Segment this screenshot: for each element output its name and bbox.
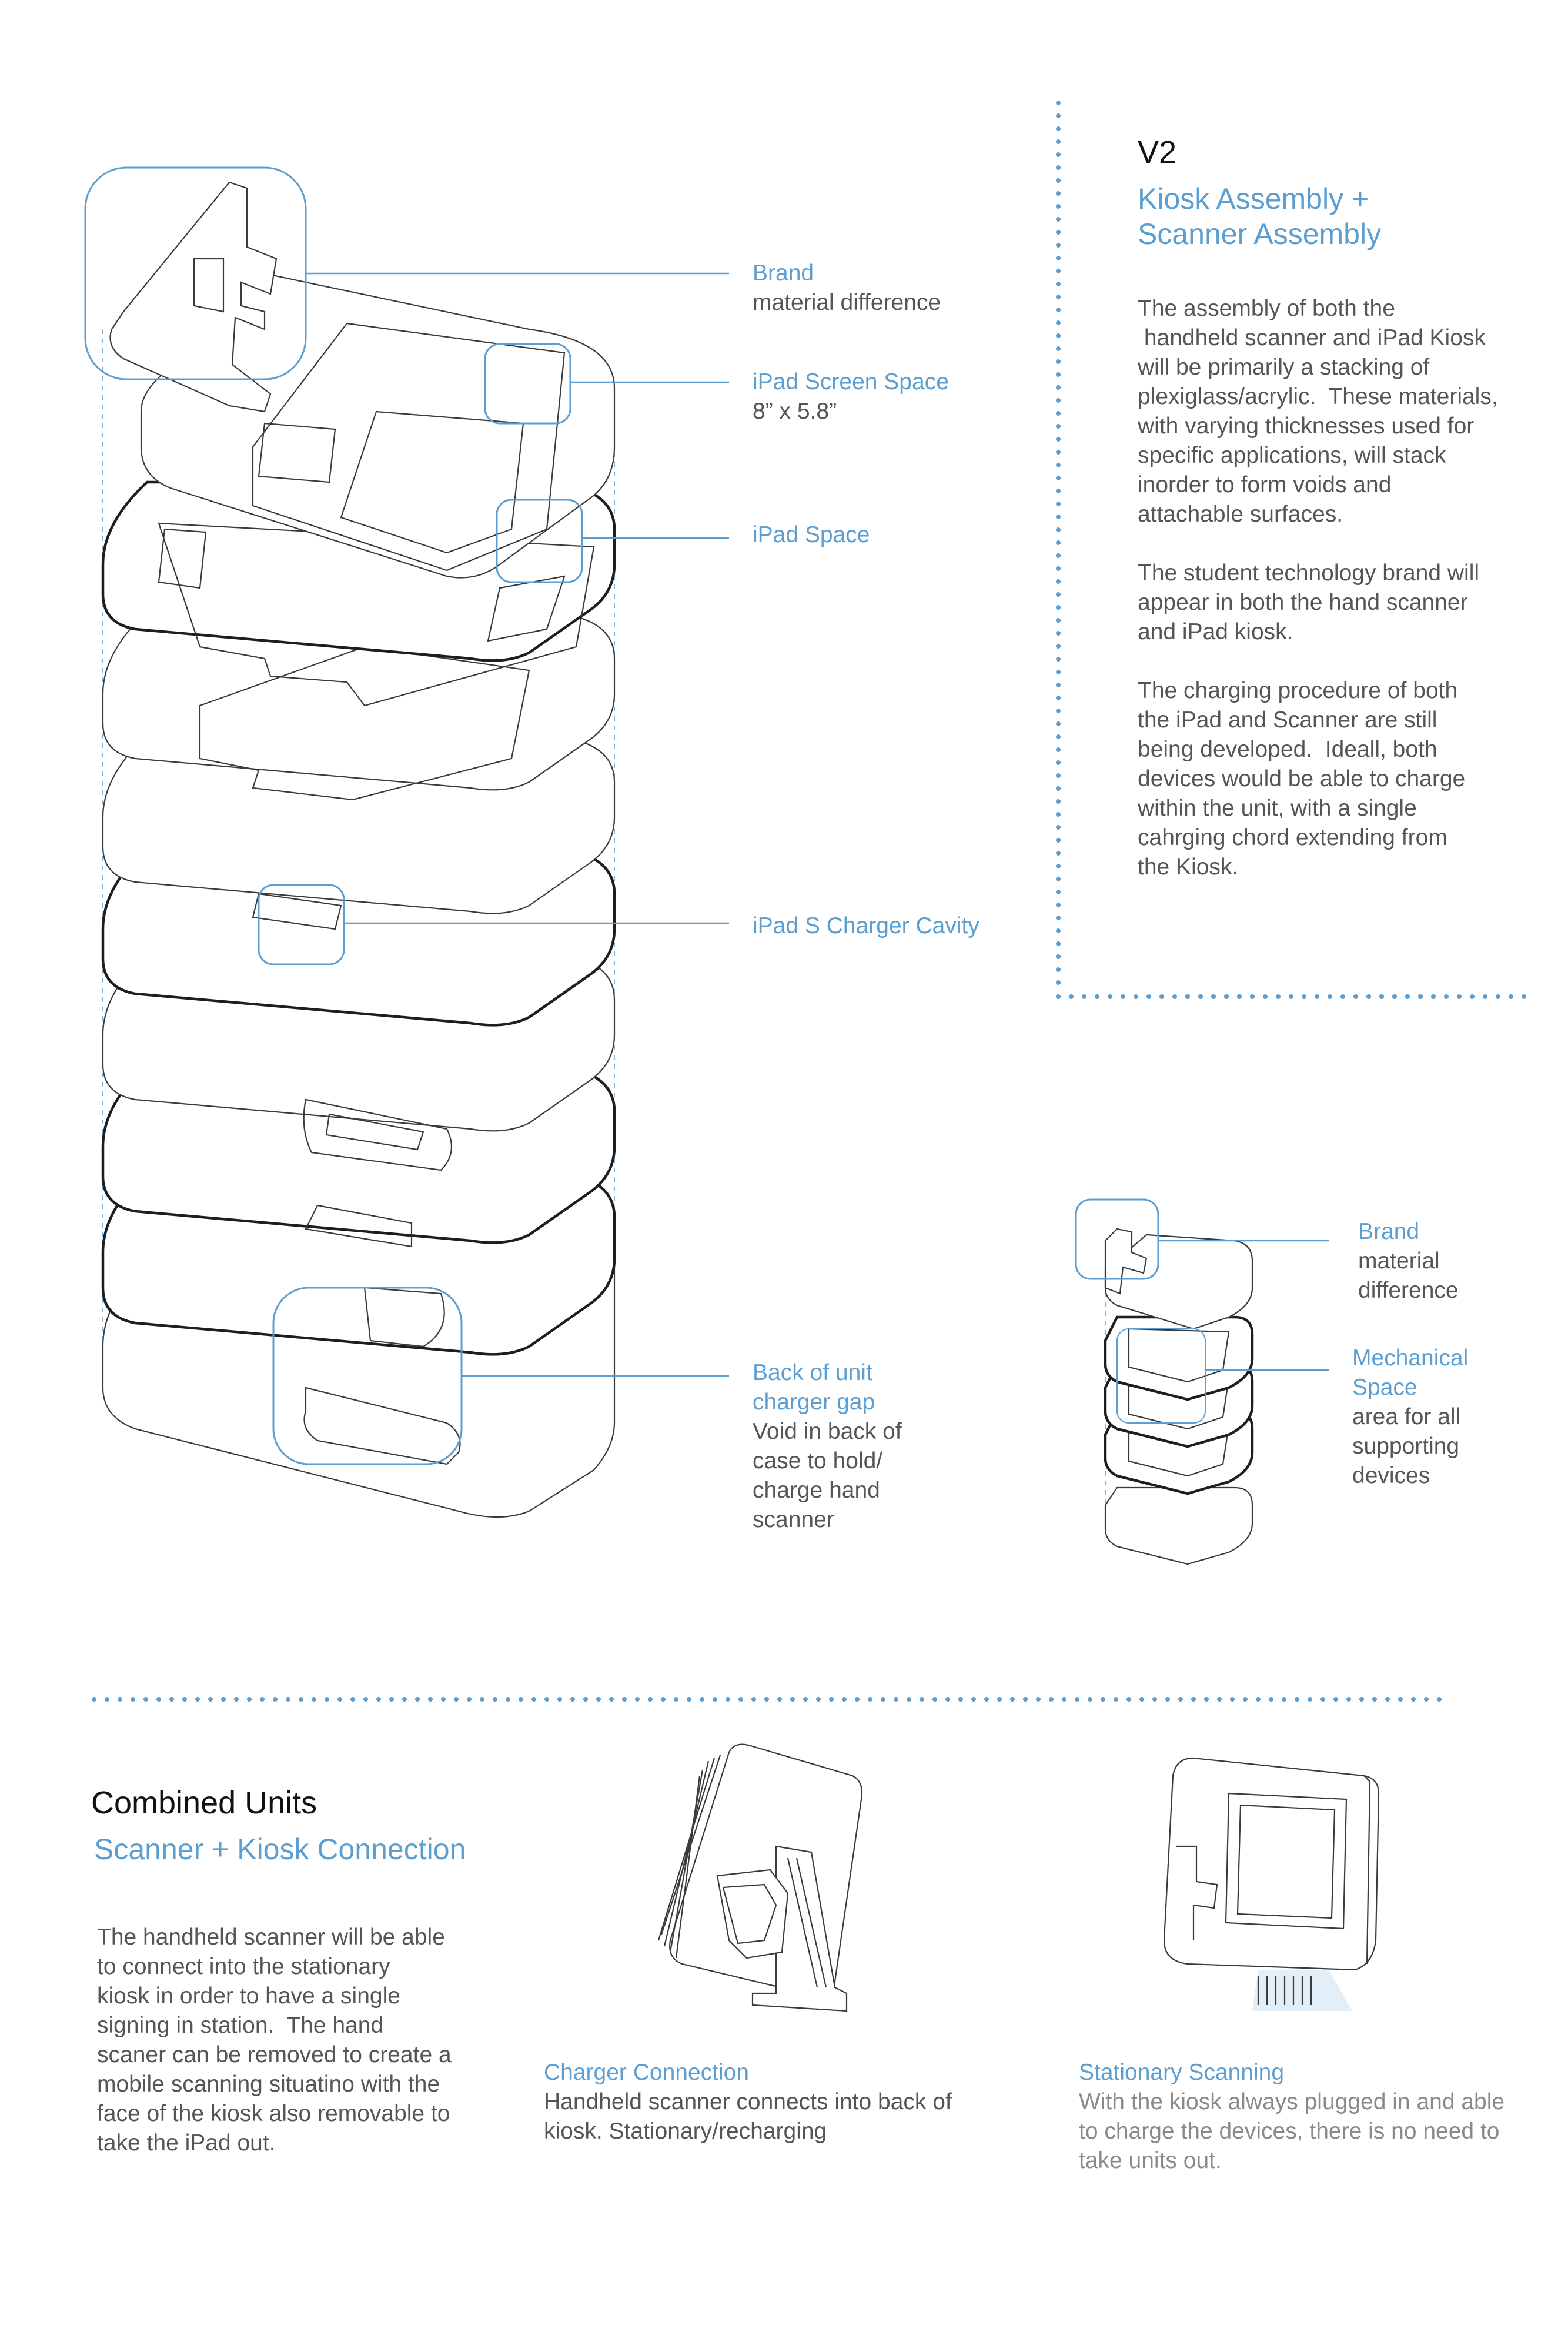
kiosk-front bbox=[1163, 1757, 1380, 1971]
brand-callout-desc: material difference bbox=[753, 290, 941, 315]
callout-box-charger-cavity bbox=[258, 884, 345, 965]
version-subtitle-1: Kiosk Assembly + bbox=[1138, 182, 1369, 215]
combined-paragraph: The handheld scanner will be able to con… bbox=[97, 1925, 452, 2156]
charger-cavity-callout: iPad S Charger Cavity bbox=[753, 913, 979, 938]
version-title: V2 bbox=[1138, 135, 1177, 170]
layer-2-faceplate bbox=[140, 258, 616, 579]
back-gap-title-2: charger gap bbox=[753, 1389, 875, 1415]
screen-callout-title: iPad Screen Space bbox=[753, 369, 949, 395]
version-subtitle-2: Scanner Assembly bbox=[1138, 218, 1382, 250]
scanner-callout-box-brand bbox=[1075, 1198, 1159, 1280]
scanner-brand-title: Brand bbox=[1358, 1219, 1420, 1244]
callout-box-screen bbox=[484, 343, 571, 425]
mechanical-title-2: Space bbox=[1352, 1375, 1417, 1400]
combined-title: Combined Units bbox=[91, 1785, 317, 1820]
scanner-brand-desc: material difference bbox=[1358, 1248, 1459, 1303]
mechanical-desc: area for all supporting devices bbox=[1352, 1404, 1461, 1488]
charger-connection-title: Charger Connection bbox=[544, 2060, 750, 2085]
layer-1-brand-piece bbox=[109, 181, 278, 413]
scan-beam bbox=[1252, 1970, 1352, 2011]
callout-box-ipad bbox=[496, 499, 583, 583]
stationary-scanning-title: Stationary Scanning bbox=[1079, 2060, 1285, 2085]
brand-callout-title: Brand bbox=[753, 260, 814, 286]
back-gap-desc: Void in back of case to hold/ charge han… bbox=[753, 1419, 902, 1532]
scanner-docked bbox=[716, 1845, 848, 2012]
back-gap-title-1: Back of unit bbox=[753, 1360, 872, 1385]
charger-connection-desc: Handheld scanner connects into back of k… bbox=[544, 2089, 952, 2144]
version-paragraph-1: The assembly of both the handheld scanne… bbox=[1138, 296, 1498, 527]
mechanical-title-1: Mechanical bbox=[1352, 1345, 1469, 1371]
stationary-scanning-desc: With the kiosk always plugged in and abl… bbox=[1079, 2089, 1505, 2173]
scanner-callout-box-mech bbox=[1116, 1328, 1206, 1424]
scanner-layer-1 bbox=[1104, 1228, 1253, 1330]
ipad-space-callout: iPad Space bbox=[753, 522, 870, 547]
scanner-layer-5 bbox=[1104, 1486, 1253, 1565]
screen-callout-desc: 8” x 5.8” bbox=[753, 399, 837, 424]
version-paragraph-2: The student technology brand will appear… bbox=[1138, 560, 1480, 644]
version-paragraph-3: The charging procedure of both the iPad … bbox=[1138, 678, 1466, 880]
combined-subtitle: Scanner + Kiosk Connection bbox=[94, 1833, 466, 1866]
